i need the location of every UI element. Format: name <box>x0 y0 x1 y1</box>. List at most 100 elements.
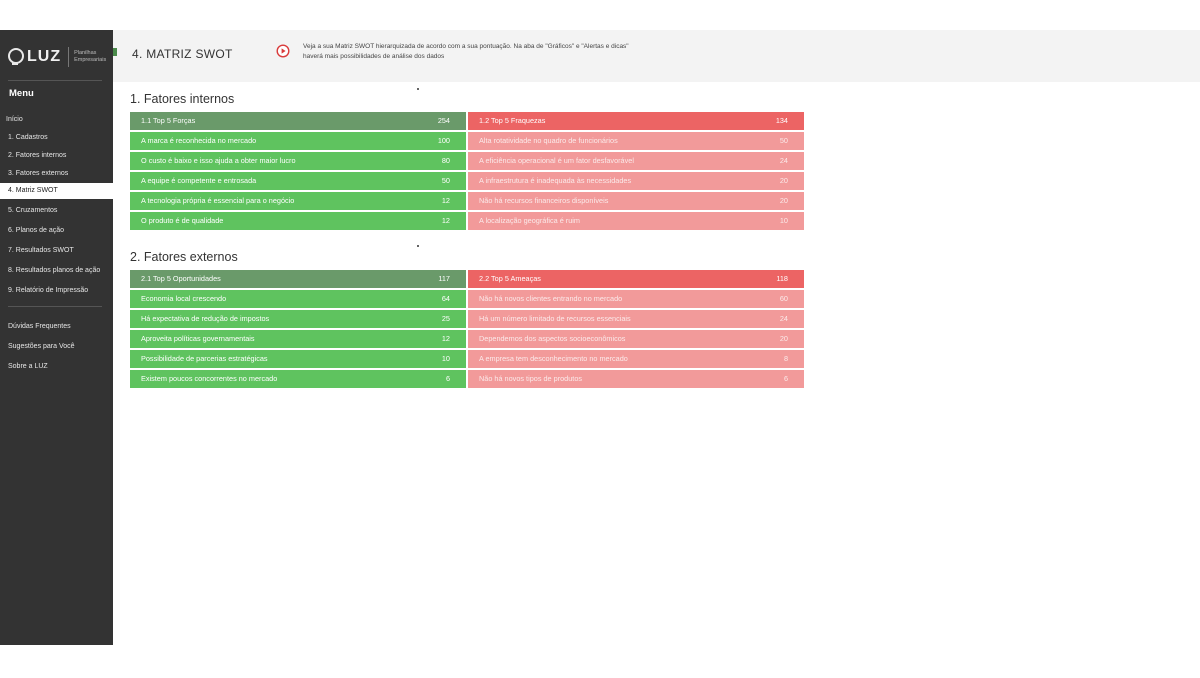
row-value: 12 <box>441 196 450 205</box>
logo-text: LUZ <box>27 48 62 65</box>
sidebar-item-resultados-swot[interactable]: 7. Resultados SWOT <box>8 247 74 254</box>
table-row: Dependemos dos aspectos socioeconômicos 2… <box>468 330 804 348</box>
page-header: 4. MATRIZ SWOT Veja a sua Matriz SWOT hi… <box>113 30 1200 82</box>
row-label: Não há novos clientes entrando no mercad… <box>479 294 623 303</box>
row-value: 80 <box>441 156 450 165</box>
sidebar-item-fatores-internos[interactable]: 2. Fatores internos <box>8 152 67 159</box>
table-header: 1.1 Top 5 Forças 254 <box>130 112 466 130</box>
row-label: A marca é reconhecida no mercado <box>141 136 257 145</box>
row-value: 20 <box>779 176 788 185</box>
row-value: 6 <box>783 374 788 383</box>
row-value: 12 <box>441 216 450 225</box>
table-row: A localização geográfica é ruim 10 <box>468 212 804 230</box>
logo-tagline: Planilhas Empresariais <box>74 50 107 63</box>
table-ameacas: 2.2 Top 5 Ameaças 118 Não há novos clien… <box>468 270 804 390</box>
row-value: 50 <box>441 176 450 185</box>
table-header-value: 134 <box>775 116 788 125</box>
table-row: O produto é de qualidade 12 <box>130 212 466 230</box>
table-row: Não há novos clientes entrando no mercad… <box>468 290 804 308</box>
table-row: Não há recursos financeiros disponíveis 2… <box>468 192 804 210</box>
table-row: Não há novos tipos de produtos 6 <box>468 370 804 388</box>
sidebar-item-duvidas[interactable]: Dúvidas Frequentes <box>8 323 71 330</box>
sidebar-item-inicio[interactable]: Início <box>6 116 23 123</box>
row-value: 24 <box>779 156 788 165</box>
row-label: Alta rotatividade no quadro de funcionár… <box>479 136 618 145</box>
header-info-line-2: haverá mais possibilidades de análise do… <box>303 53 445 60</box>
table-header-label: 2.1 Top 5 Oportunidades <box>141 274 221 283</box>
sidebar-item-sobre[interactable]: Sobre a LUZ <box>8 363 48 370</box>
table-row: A marca é reconhecida no mercado 100 <box>130 132 466 150</box>
table-forcas: 1.1 Top 5 Forças 254 A marca é reconheci… <box>130 112 466 232</box>
sidebar-item-matriz-swot[interactable]: 4. Matriz SWOT <box>0 183 113 199</box>
marker-dot <box>417 245 419 247</box>
row-label: Economia local crescendo <box>141 294 227 303</box>
top-band <box>0 0 1200 30</box>
table-row: Há expectativa de redução de impostos 25 <box>130 310 466 328</box>
row-value: 60 <box>779 294 788 303</box>
table-row: Aproveita políticas governamentais 12 <box>130 330 466 348</box>
row-label: Há expectativa de redução de impostos <box>141 314 270 323</box>
table-header: 1.2 Top 5 Fraquezas 134 <box>468 112 804 130</box>
row-label: A infraestrutura é inadequada às necessi… <box>479 176 632 185</box>
header-info-text: Veja a sua Matriz SWOT hierarquizada de … <box>303 42 703 62</box>
table-row: Economia local crescendo 64 <box>130 290 466 308</box>
row-label: O custo é baixo e isso ajuda a obter mai… <box>141 156 296 165</box>
sidebar-divider <box>8 80 102 81</box>
sidebar-divider <box>8 306 102 307</box>
row-value: 25 <box>441 314 450 323</box>
row-value: 10 <box>779 216 788 225</box>
row-value: 100 <box>437 136 450 145</box>
page-title: 4. MATRIZ SWOT <box>132 47 233 61</box>
sidebar-item-relatorio-impressao[interactable]: 9. Relatório de Impressão <box>8 287 89 294</box>
marker-dot <box>417 88 419 90</box>
table-row: Alta rotatividade no quadro de funcionár… <box>468 132 804 150</box>
row-value: 12 <box>441 334 450 343</box>
row-label: Há um número limitado de recursos essenc… <box>479 314 631 323</box>
table-row: A tecnologia própria é essencial para o … <box>130 192 466 210</box>
row-label: Não há novos tipos de produtos <box>479 374 583 383</box>
row-label: A eficiência operacional é um fator desf… <box>479 156 634 165</box>
table-oportunidades: 2.1 Top 5 Oportunidades 117 Economia loc… <box>130 270 466 390</box>
table-row: A equipe é competente e entrosada 50 <box>130 172 466 190</box>
section-title-internal: 1. Fatores internos <box>130 92 235 106</box>
row-label: O produto é de qualidade <box>141 216 224 225</box>
table-row: Possibilidade de parcerias estratégicas 1… <box>130 350 466 368</box>
sidebar-item-fatores-externos[interactable]: 3. Fatores externos <box>8 170 69 177</box>
table-header: 2.2 Top 5 Ameaças 118 <box>468 270 804 288</box>
sidebar-item-planos-de-acao[interactable]: 6. Planos de ação <box>8 227 65 234</box>
header-accent <box>113 48 117 56</box>
table-row: O custo é baixo e isso ajuda a obter mai… <box>130 152 466 170</box>
row-value: 20 <box>779 196 788 205</box>
row-label: Existem poucos concorrentes no mercado <box>141 374 278 383</box>
section-title-external: 2. Fatores externos <box>130 250 238 264</box>
row-value: 8 <box>783 354 788 363</box>
logo: LUZ Planilhas Empresariais <box>8 42 110 72</box>
row-value: 6 <box>445 374 450 383</box>
row-label: A empresa tem desconhecimento no mercado <box>479 354 628 363</box>
sidebar-item-sugestoes[interactable]: Sugestões para Você <box>8 343 75 350</box>
table-fraquezas: 1.2 Top 5 Fraquezas 134 Alta rotatividad… <box>468 112 804 232</box>
row-label: A localização geográfica é ruim <box>479 216 580 225</box>
table-header-label: 2.2 Top 5 Ameaças <box>479 274 541 283</box>
sidebar: LUZ Planilhas Empresariais Menu Início 1… <box>0 30 113 645</box>
table-row: A infraestrutura é inadequada às necessi… <box>468 172 804 190</box>
app-window: LUZ Planilhas Empresariais Menu Início 1… <box>0 30 1200 645</box>
play-circle-icon[interactable] <box>276 44 290 58</box>
sidebar-item-cruzamentos[interactable]: 5. Cruzamentos <box>8 207 58 214</box>
row-value: 10 <box>441 354 450 363</box>
table-header-label: 1.2 Top 5 Fraquezas <box>479 116 546 125</box>
row-label: Não há recursos financeiros disponíveis <box>479 196 609 205</box>
table-row: Há um número limitado de recursos essenc… <box>468 310 804 328</box>
row-value: 20 <box>779 334 788 343</box>
table-header-label: 1.1 Top 5 Forças <box>141 116 196 125</box>
header-info-line-1: Veja a sua Matriz SWOT hierarquizada de … <box>303 43 629 50</box>
table-header: 2.1 Top 5 Oportunidades 117 <box>130 270 466 288</box>
table-row: A empresa tem desconhecimento no mercado… <box>468 350 804 368</box>
table-header-value: 254 <box>437 116 450 125</box>
row-value: 50 <box>779 136 788 145</box>
sidebar-item-resultados-planos[interactable]: 8. Resultados planos de ação <box>8 267 101 274</box>
sidebar-item-cadastros[interactable]: 1. Cadastros <box>8 134 48 141</box>
table-header-value: 117 <box>438 274 450 283</box>
row-value: 64 <box>441 294 450 303</box>
row-label: Dependemos dos aspectos socioeconômicos <box>479 334 626 343</box>
